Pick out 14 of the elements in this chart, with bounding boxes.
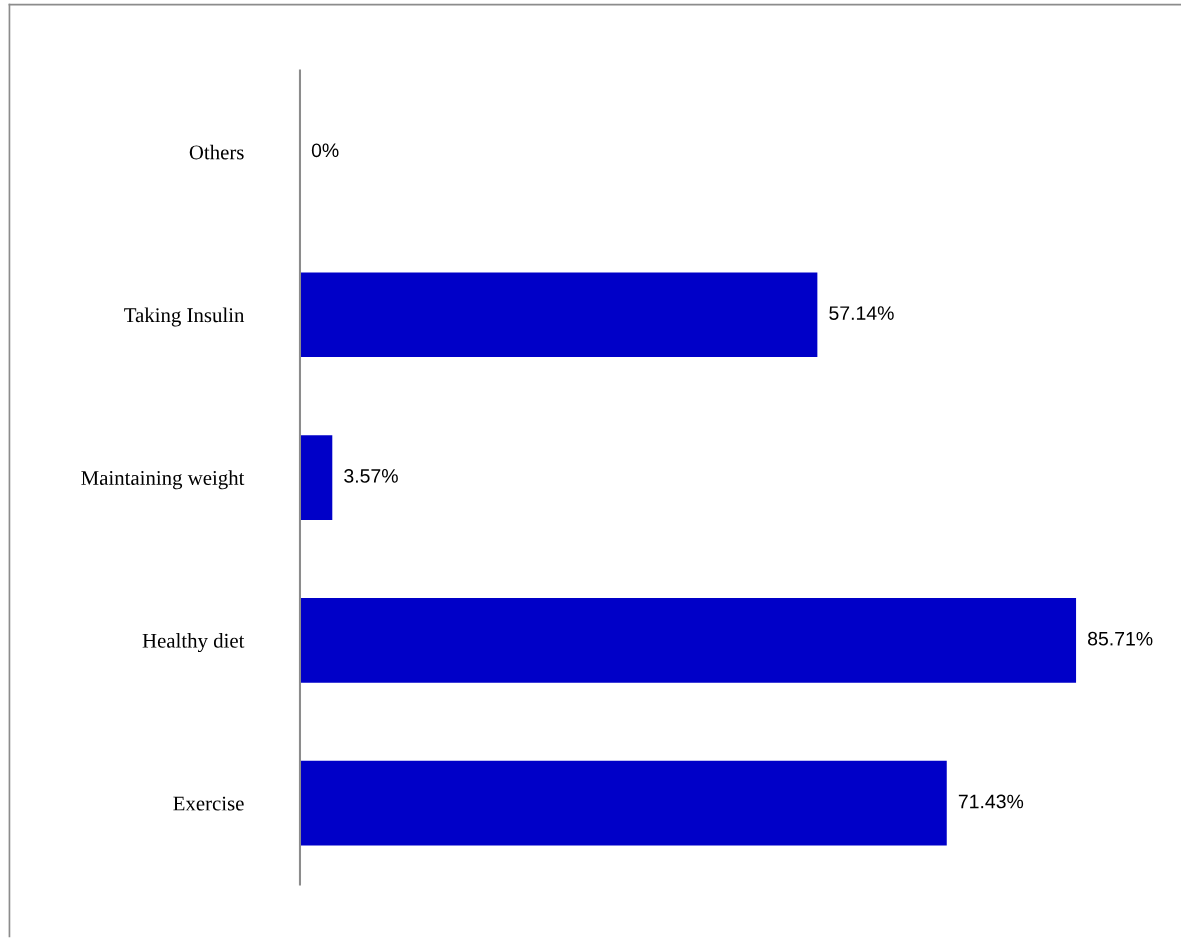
y-tick-label: Exercise: [173, 796, 244, 811]
data-label: 71.43%: [958, 794, 1024, 809]
bar: [299, 272, 818, 358]
y-tick-label: Maintaining weight: [81, 470, 245, 490]
y-tick-label: Healthy diet: [142, 633, 245, 653]
data-label: 57.14%: [829, 306, 894, 320]
bar: [299, 760, 947, 846]
data-label: 85.71%: [1088, 631, 1153, 646]
bar: [299, 598, 1077, 683]
y-tick-label: Others: [189, 144, 244, 160]
y-tick-label: Taking Insulin: [124, 307, 245, 327]
data-label: 0%: [311, 143, 339, 158]
bar: [299, 435, 333, 520]
data-label: 3.57%: [344, 469, 398, 483]
